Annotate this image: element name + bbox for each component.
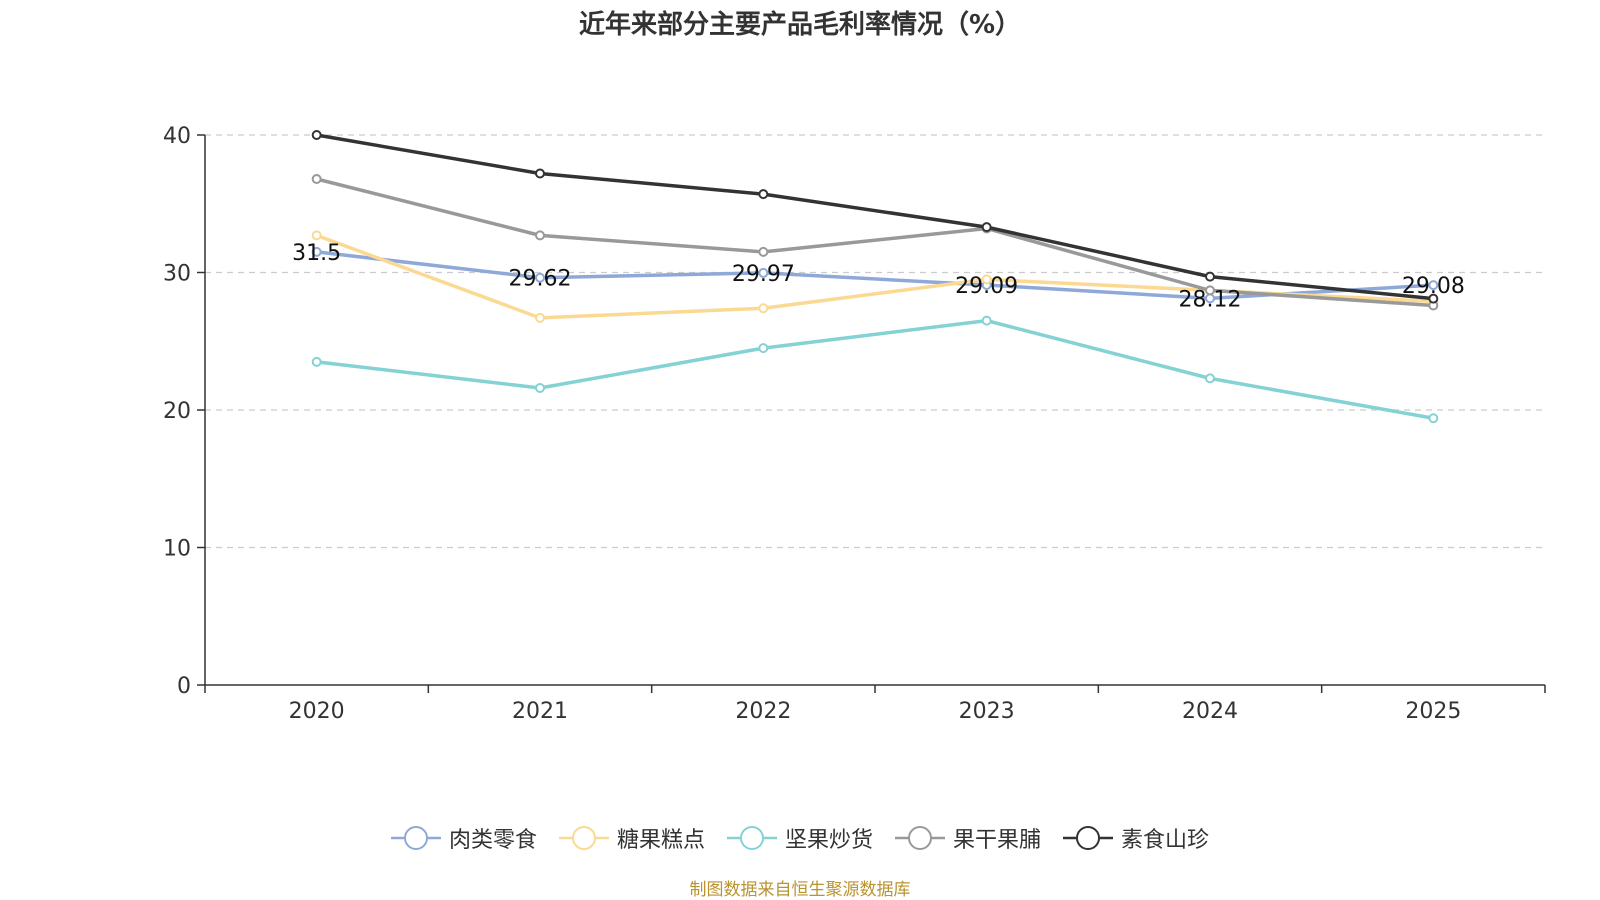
series-4 (311, 130, 1439, 304)
data-point (1428, 413, 1439, 424)
data-point (981, 315, 992, 326)
y-tick-label: 0 (177, 674, 191, 699)
legend-swatch-icon (390, 826, 441, 850)
data-point (1205, 285, 1215, 296)
data-point (311, 130, 322, 140)
legend-swatch-icon (726, 826, 777, 850)
legend-item[interactable]: 坚果炒货 (726, 822, 873, 854)
data-point (758, 343, 769, 354)
data-point (981, 222, 992, 233)
y-tick-label: 30 (163, 262, 191, 287)
data-point (1428, 280, 1439, 291)
series-line (316, 318, 1434, 420)
chart-title: 近年来部分主要产品毛利率情况（%） (578, 10, 1022, 40)
data-point (758, 267, 769, 278)
series-1 (311, 230, 1439, 323)
data-label: 31.5 (292, 241, 341, 266)
x-tick-label: 2021 (512, 699, 568, 724)
data-point (535, 272, 545, 283)
legend-label: 坚果炒货 (784, 828, 873, 853)
y-tick-label: 40 (163, 124, 191, 149)
data-point (758, 303, 769, 314)
legend-swatch-icon (895, 826, 945, 850)
source-note: 制图数据来自恒生聚源数据库 (689, 880, 911, 900)
legend: 肉类零食 糖果糕点 坚果炒货 果干果脯 素食山珍 (0, 822, 1600, 854)
data-label-layer: 31.5 29.62 29.97 29.09 28.12 29.08 (292, 241, 1465, 312)
axis-layer: 0 10 20 30 40 2020 2021 2022 2023 2024 2025 (163, 124, 1546, 724)
data-point (535, 312, 545, 323)
data-label: 29.09 (955, 274, 1018, 299)
x-tick-label: 2025 (1405, 699, 1461, 724)
data-point (535, 168, 545, 179)
legend-item[interactable]: 糖果糕点 (558, 822, 705, 854)
data-label: 29.62 (509, 267, 572, 292)
data-point (1428, 293, 1439, 304)
data-label: 28.12 (1179, 287, 1242, 312)
series-line (316, 133, 1434, 301)
legend-swatch-icon (1063, 826, 1114, 850)
data-point (311, 174, 322, 184)
series-line (316, 177, 1434, 308)
legend-label: 素食山珍 (1121, 828, 1210, 853)
legend-item[interactable]: 肉类零食 (390, 822, 537, 854)
legend-label: 果干果脯 (953, 828, 1042, 853)
x-tick-label: 2023 (959, 699, 1015, 724)
data-label: 29.08 (1402, 274, 1465, 299)
data-point (311, 356, 322, 367)
x-tick-label: 2020 (289, 699, 345, 724)
legend-label: 糖果糕点 (616, 828, 705, 853)
legend-swatch-icon (558, 826, 609, 850)
legend-label: 肉类零食 (448, 828, 537, 853)
series-line (316, 233, 1434, 320)
data-point (1205, 373, 1215, 384)
legend-item[interactable]: 素食山珍 (1063, 822, 1209, 854)
data-point (981, 274, 992, 285)
series-layer (311, 130, 1439, 424)
data-point (1205, 271, 1215, 282)
data-point (311, 246, 322, 257)
series-line (316, 250, 1434, 301)
x-tick-label: 2022 (735, 699, 791, 724)
series-3 (311, 174, 1439, 311)
y-tick-label: 20 (163, 399, 191, 424)
series-2 (311, 315, 1439, 424)
data-point (758, 246, 769, 257)
data-point (535, 383, 545, 393)
data-point (535, 230, 545, 241)
data-point (758, 189, 769, 200)
legend-item[interactable]: 果干果脯 (895, 822, 1041, 854)
data-label: 29.97 (732, 262, 795, 287)
grid-layer (205, 134, 1545, 549)
data-point (311, 230, 322, 241)
x-tick-label: 2024 (1182, 699, 1238, 724)
y-tick-label: 10 (163, 537, 191, 562)
